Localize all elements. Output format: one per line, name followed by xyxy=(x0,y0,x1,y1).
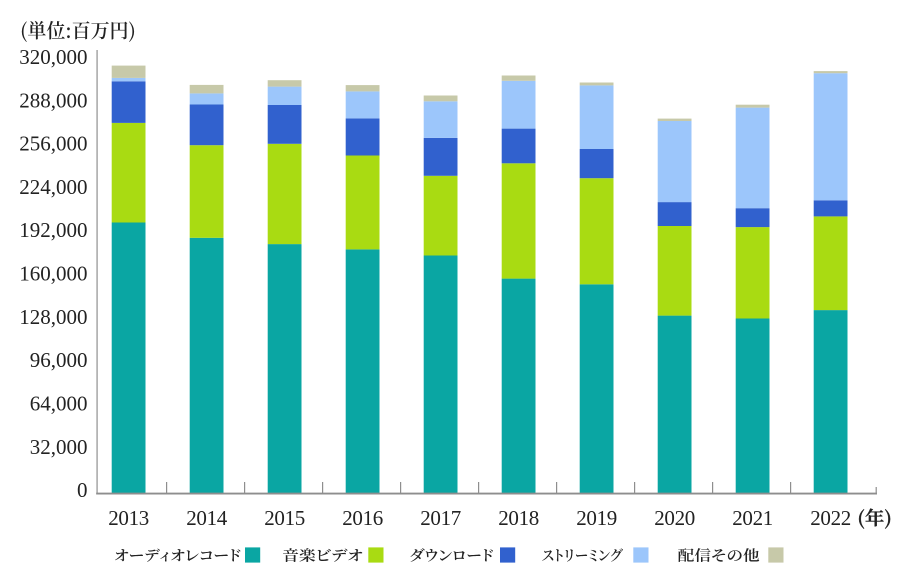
svg-text:224,000: 224,000 xyxy=(19,175,87,199)
svg-text:2022: 2022 xyxy=(810,506,851,530)
svg-text:32,000: 32,000 xyxy=(30,435,88,459)
svg-text:192,000: 192,000 xyxy=(19,218,87,242)
svg-text:2016: 2016 xyxy=(342,506,383,530)
svg-text:64,000: 64,000 xyxy=(30,392,88,416)
svg-text:128,000: 128,000 xyxy=(19,305,87,329)
svg-text:2019: 2019 xyxy=(576,506,617,530)
svg-text:2014: 2014 xyxy=(186,506,228,530)
svg-text:96,000: 96,000 xyxy=(30,348,88,372)
svg-text:256,000: 256,000 xyxy=(19,132,87,156)
svg-text:2013: 2013 xyxy=(108,506,149,530)
svg-text:160,000: 160,000 xyxy=(19,262,87,286)
svg-text:320,000: 320,000 xyxy=(19,45,87,69)
svg-text:2021: 2021 xyxy=(732,506,773,530)
svg-text:288,000: 288,000 xyxy=(19,88,87,112)
svg-text:2017: 2017 xyxy=(420,506,461,530)
svg-text:2018: 2018 xyxy=(498,506,539,530)
svg-text:2015: 2015 xyxy=(264,506,305,530)
svg-text:0: 0 xyxy=(77,478,88,502)
svg-text:2020: 2020 xyxy=(654,506,695,530)
